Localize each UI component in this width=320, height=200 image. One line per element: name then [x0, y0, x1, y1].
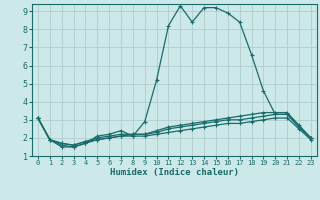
X-axis label: Humidex (Indice chaleur): Humidex (Indice chaleur): [110, 168, 239, 177]
